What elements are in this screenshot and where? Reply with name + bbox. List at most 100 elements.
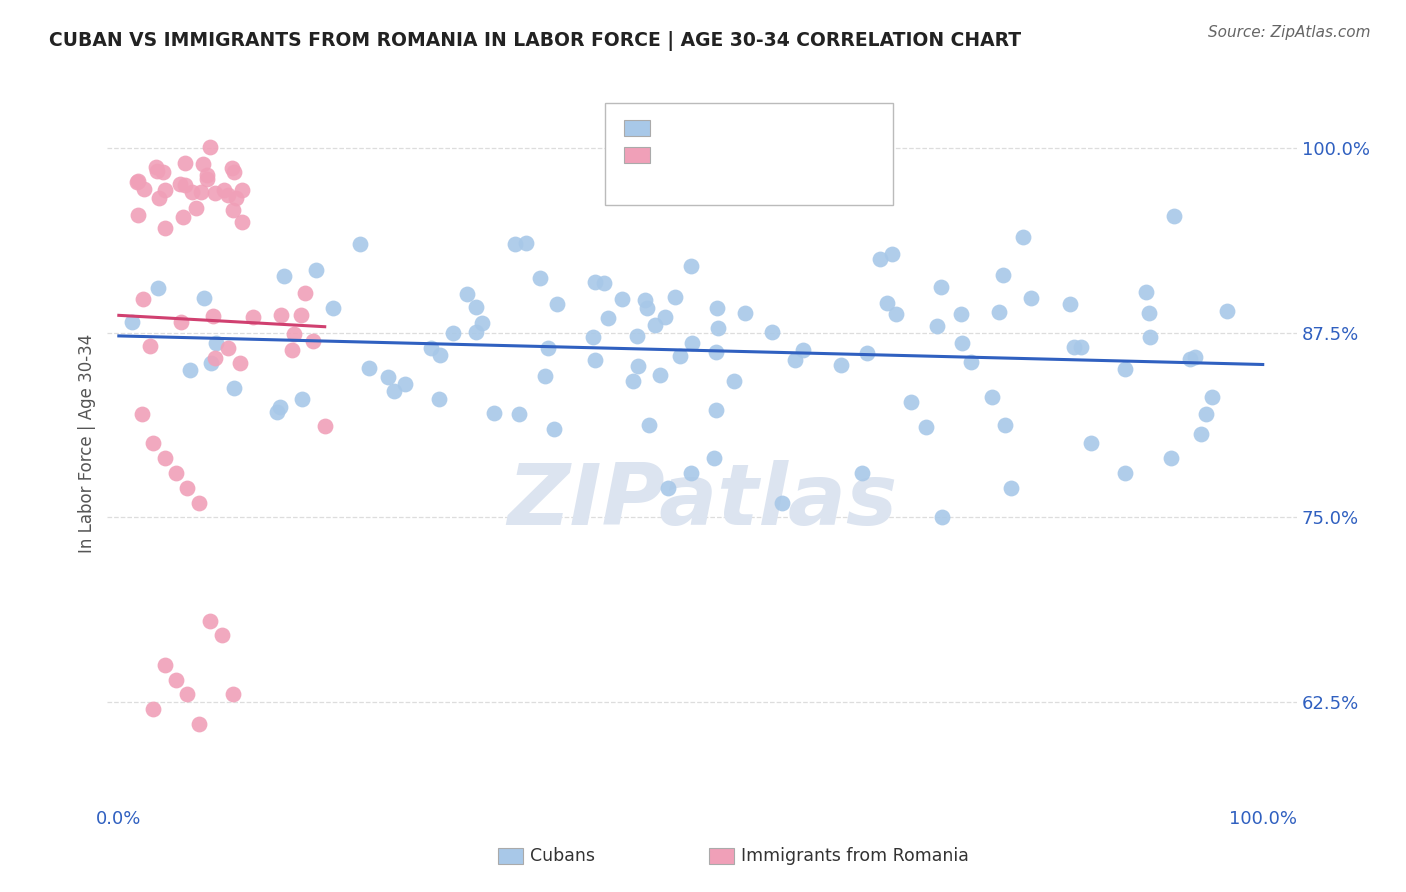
Point [884,306,907,320]
Point [200,356,222,370]
Point [195,168,218,182]
Point [582,329,605,343]
Point [534,369,557,384]
Point [302,334,325,348]
Point [914,420,936,434]
Text: Immigrants from Romania: Immigrants from Romania [741,847,969,865]
Y-axis label: In Labor Force | Age 30-34: In Labor Force | Age 30-34 [79,334,96,553]
Point [170,315,193,329]
Point [1012,229,1035,244]
Point [174,155,197,169]
Point [482,406,505,420]
Point [869,252,891,266]
Point [1215,304,1237,318]
Point [148,191,170,205]
Point [508,407,530,421]
Point [783,353,806,368]
Point [627,359,650,374]
Point [471,317,494,331]
Point [294,286,316,301]
Point [993,417,1015,432]
Point [610,292,633,306]
Point [204,351,226,366]
Point [222,203,245,218]
Point [179,362,201,376]
Point [142,702,165,716]
Point [191,157,214,171]
Point [173,178,195,192]
Point [1189,426,1212,441]
Point [664,290,686,304]
Point [377,370,399,384]
Point [229,356,252,370]
Point [222,382,245,396]
Point [427,392,450,407]
Point [176,687,198,701]
Point [221,161,243,175]
Point [142,436,165,450]
Text: R = 0.296   N =  59: R = 0.296 N = 59 [658,146,858,164]
Point [152,165,174,179]
Point [359,360,381,375]
Point [465,325,488,339]
Point [830,358,852,372]
Point [543,422,565,436]
Point [657,481,679,495]
Point [681,335,703,350]
Text: CUBAN VS IMMIGRANTS FROM ROMANIA IN LABOR FORCE | AGE 30-34 CORRELATION CHART: CUBAN VS IMMIGRANTS FROM ROMANIA IN LABO… [49,31,1021,51]
Point [981,390,1004,404]
Point [217,341,239,355]
Point [644,318,666,332]
Point [193,291,215,305]
Point [145,161,167,175]
Point [925,319,948,334]
Point [723,374,745,388]
Point [153,220,176,235]
Point [349,237,371,252]
Point [266,405,288,419]
Point [703,451,725,466]
Point [190,186,212,200]
Point [792,343,814,358]
Point [132,182,155,196]
Point [127,174,149,188]
Point [950,307,973,321]
Point [211,628,233,642]
Point [1114,466,1136,480]
Point [856,346,879,360]
Point [217,188,239,202]
Point [987,304,1010,318]
Point [950,335,973,350]
Point [1114,361,1136,376]
Point [669,350,692,364]
Point [900,394,922,409]
Point [851,466,873,480]
Point [204,335,226,350]
Point [155,183,177,197]
Point [465,300,488,314]
Point [1019,291,1042,305]
Point [704,403,727,417]
Point [960,355,983,369]
Point [1000,481,1022,495]
Point [929,279,952,293]
Point [204,186,226,201]
Point [429,348,451,362]
Point [634,293,657,307]
Point [187,717,209,731]
Point [880,247,903,261]
Point [184,201,207,215]
Point [242,310,264,324]
Point [761,325,783,339]
Point [598,311,620,326]
Point [706,301,728,315]
Point [270,308,292,322]
Point [322,301,344,315]
Point [269,401,291,415]
Point [224,165,246,179]
Point [529,271,551,285]
Point [931,510,953,524]
Point [626,328,648,343]
Point [291,392,314,407]
Point [273,269,295,284]
